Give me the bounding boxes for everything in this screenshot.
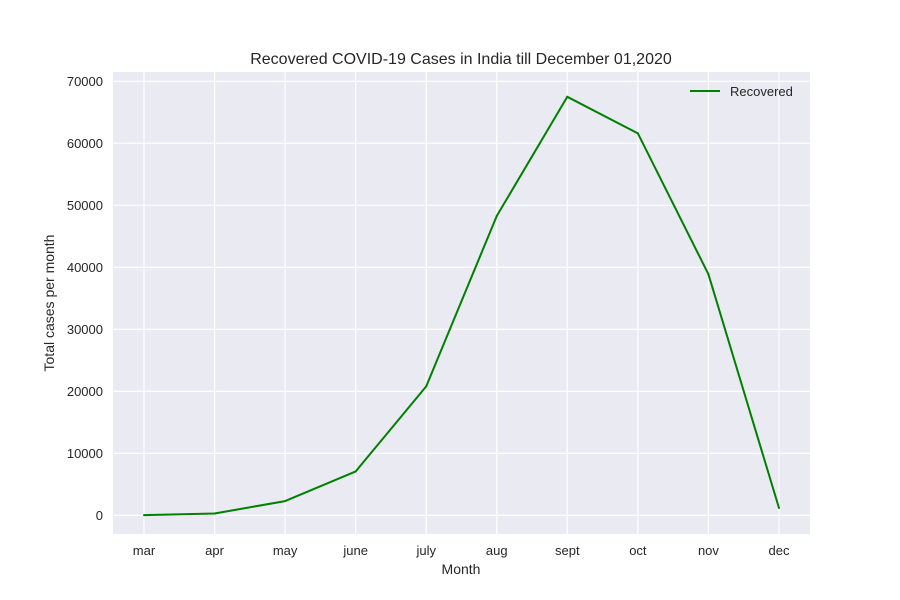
data-point — [354, 470, 357, 473]
x-tick-label: dec — [769, 543, 790, 558]
y-tick-label: 20000 — [67, 384, 103, 399]
data-point — [778, 506, 780, 509]
x-tick-label: oct — [629, 543, 647, 558]
y-tick-label: 0 — [96, 508, 103, 523]
series-line-recovered — [143, 95, 780, 517]
data-point — [425, 385, 428, 388]
x-tick-label: nov — [698, 543, 719, 558]
data-point — [636, 132, 639, 135]
legend: Recovered — [690, 84, 793, 99]
y-tick-label: 60000 — [67, 136, 103, 151]
series-lines — [143, 95, 780, 517]
y-tick-label: 40000 — [67, 260, 103, 275]
data-point — [284, 500, 287, 503]
x-tick-label: aug — [486, 543, 508, 558]
y-tick-label: 70000 — [67, 74, 103, 89]
data-point — [566, 95, 569, 98]
data-point — [495, 214, 498, 217]
data-point — [707, 273, 710, 276]
data-point — [143, 514, 145, 517]
data-point — [213, 512, 216, 515]
x-tick-label: sept — [555, 543, 580, 558]
y-axis-ticks: 0 10000 20000 30000 40000 50000 60000 70000 — [67, 74, 103, 523]
grid-lines — [113, 72, 810, 534]
y-tick-label: 30000 — [67, 322, 103, 337]
x-tick-label: mar — [133, 543, 156, 558]
x-axis-label: Month — [442, 561, 481, 577]
x-tick-label: apr — [205, 543, 224, 558]
y-axis-label: Total cases per month — [41, 235, 57, 372]
x-tick-label: july — [415, 543, 436, 558]
y-tick-label: 50000 — [67, 198, 103, 213]
legend-label-recovered: Recovered — [730, 84, 793, 99]
chart-title: Recovered COVID-19 Cases in India till D… — [250, 51, 672, 68]
x-tick-label: june — [342, 543, 368, 558]
x-axis-ticks: mar apr may june july aug sept oct nov dec — [133, 543, 790, 558]
y-tick-label: 10000 — [67, 446, 103, 461]
x-tick-label: may — [273, 543, 298, 558]
